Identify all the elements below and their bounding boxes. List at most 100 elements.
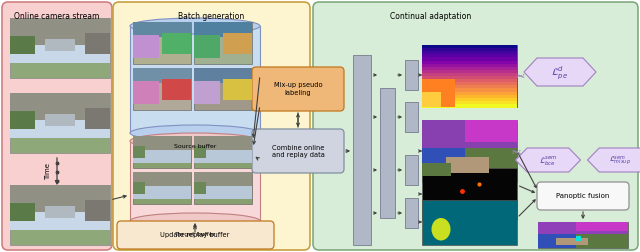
Polygon shape [588, 148, 640, 172]
Bar [194, 146, 205, 159]
Bar [556, 238, 588, 245]
Bar [45, 206, 75, 218]
Bar [538, 234, 576, 248]
Bar [422, 85, 517, 89]
Bar [10, 93, 110, 153]
Bar [422, 148, 465, 173]
Bar [133, 182, 145, 194]
Text: Combine online
and replay data: Combine online and replay data [271, 144, 324, 158]
Bar [422, 91, 517, 96]
Bar [85, 33, 110, 54]
Bar [194, 172, 252, 186]
Bar [223, 79, 252, 100]
Bar [133, 150, 191, 163]
Bar [194, 68, 252, 110]
Bar [194, 35, 220, 58]
Text: Time: Time [45, 164, 51, 180]
Bar [405, 102, 418, 132]
Bar [538, 222, 628, 234]
Bar [45, 114, 75, 126]
Bar [194, 136, 252, 168]
Bar [10, 18, 110, 45]
Bar [133, 22, 191, 64]
FancyBboxPatch shape [313, 2, 638, 250]
Bar [380, 88, 395, 218]
Bar [194, 136, 252, 150]
Bar [422, 104, 517, 108]
Bar [194, 172, 252, 204]
Bar [422, 45, 517, 49]
Bar [422, 54, 517, 58]
Bar [422, 51, 517, 55]
Bar [538, 222, 628, 248]
Bar [405, 198, 418, 228]
FancyBboxPatch shape [252, 67, 344, 111]
Bar [133, 172, 191, 186]
Bar [10, 93, 110, 120]
Text: Continual adaptation: Continual adaptation [390, 12, 471, 21]
Bar [162, 33, 191, 53]
Bar [133, 68, 191, 83]
Bar [133, 186, 191, 199]
Bar [405, 60, 418, 90]
Bar [422, 120, 517, 148]
Bar [445, 157, 488, 173]
Bar [422, 168, 517, 220]
Bar [194, 182, 205, 194]
Bar [85, 200, 110, 221]
Bar [422, 163, 451, 176]
Text: $\mathcal{L}_{mixup}^{sem}$: $\mathcal{L}_{mixup}^{sem}$ [609, 154, 631, 168]
Bar [194, 81, 220, 104]
FancyBboxPatch shape [537, 182, 629, 210]
Bar [162, 79, 191, 100]
Bar [422, 64, 517, 68]
Bar [130, 26, 260, 133]
Text: $\mathcal{L}_{pe}^{d}$: $\mathcal{L}_{pe}^{d}$ [552, 64, 568, 82]
Bar [85, 108, 110, 129]
Ellipse shape [130, 133, 260, 149]
Bar [576, 222, 628, 231]
Bar [10, 203, 35, 221]
Bar [10, 114, 110, 138]
Bar [133, 172, 191, 204]
Bar [130, 141, 260, 221]
Bar [133, 81, 159, 104]
Bar [422, 79, 455, 107]
Bar [10, 206, 110, 230]
Bar [422, 101, 517, 105]
Ellipse shape [130, 213, 260, 229]
Bar [10, 185, 110, 245]
Text: Target buffer: Target buffer [175, 232, 215, 237]
Polygon shape [524, 58, 596, 86]
Bar [422, 94, 517, 99]
Bar [223, 33, 252, 53]
Bar [422, 98, 517, 102]
Bar [133, 35, 159, 58]
Bar [133, 146, 145, 159]
Polygon shape [515, 148, 580, 172]
FancyBboxPatch shape [117, 221, 274, 249]
Text: Mix-up pseudo
labeling: Mix-up pseudo labeling [274, 82, 323, 96]
Bar [45, 39, 75, 51]
Text: Batch generation: Batch generation [178, 12, 244, 21]
Text: Panoptic fusion: Panoptic fusion [556, 193, 610, 199]
FancyBboxPatch shape [2, 2, 112, 250]
Bar [422, 76, 517, 80]
Bar [422, 45, 517, 107]
Bar [133, 22, 191, 37]
Bar [10, 185, 110, 212]
Bar [194, 150, 252, 163]
Bar [422, 70, 517, 74]
Bar [194, 22, 252, 37]
Bar [422, 67, 517, 71]
Text: Online camera stream: Online camera stream [14, 12, 100, 21]
Bar [10, 111, 35, 129]
Bar [422, 79, 517, 83]
Bar [10, 36, 35, 54]
Bar [133, 136, 191, 168]
Bar [422, 73, 517, 77]
Bar [422, 57, 517, 61]
Text: $\mathcal{L}_{bce}^{sem}$: $\mathcal{L}_{bce}^{sem}$ [539, 154, 557, 168]
Text: Update replay buffer: Update replay buffer [160, 232, 230, 238]
Bar [422, 60, 517, 65]
